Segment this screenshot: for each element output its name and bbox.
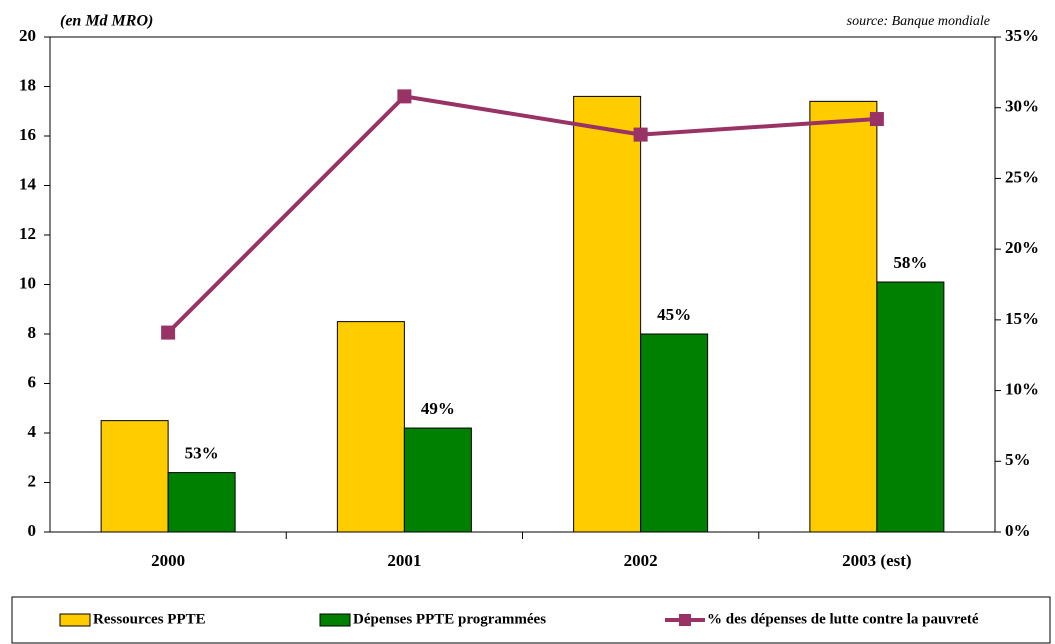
legend-box bbox=[11, 596, 1051, 644]
x-tick-label: 2001 bbox=[387, 551, 421, 570]
y-tick-label: 12 bbox=[19, 224, 36, 243]
y-tick-label: 4 bbox=[28, 422, 37, 441]
bar bbox=[100, 420, 169, 533]
y2-tick-label: 30% bbox=[1005, 97, 1039, 116]
legend-swatch bbox=[319, 613, 351, 627]
legend-marker bbox=[679, 614, 691, 626]
legend-label: Ressources PPTE bbox=[93, 611, 206, 627]
bar bbox=[809, 100, 878, 533]
bar bbox=[876, 281, 945, 533]
data-label: 53% bbox=[185, 444, 219, 463]
y-tick-label: 6 bbox=[28, 372, 37, 391]
line-marker bbox=[161, 325, 176, 340]
line-series bbox=[166, 94, 878, 335]
y-tick-label: 20 bbox=[19, 26, 36, 45]
y-tick-label: 10 bbox=[19, 273, 36, 292]
data-label: 49% bbox=[421, 399, 455, 418]
unit-note: (en Md MRO) bbox=[60, 13, 153, 30]
y2-tick-label: 10% bbox=[1005, 379, 1039, 398]
y2-tick-label: 25% bbox=[1005, 167, 1039, 186]
x-tick-label: 2000 bbox=[151, 551, 185, 570]
y-tick-label: 18 bbox=[19, 75, 36, 94]
legend-label: Dépenses PPTE programmées bbox=[353, 611, 546, 627]
bar bbox=[403, 427, 472, 533]
legend-swatch bbox=[59, 613, 91, 627]
line-marker bbox=[869, 112, 884, 127]
bar bbox=[573, 95, 642, 533]
y-tick-label: 14 bbox=[19, 174, 37, 193]
y2-tick-label: 15% bbox=[1005, 309, 1039, 328]
y-tick-label: 8 bbox=[28, 323, 37, 342]
x-tick-label: 2002 bbox=[624, 551, 658, 570]
y2-tick-label: 20% bbox=[1005, 238, 1039, 257]
source-note: source: Banque mondiale bbox=[847, 14, 990, 29]
y2-tick-label: 35% bbox=[1005, 26, 1039, 45]
y2-tick-label: 5% bbox=[1005, 450, 1031, 469]
data-label: 45% bbox=[657, 305, 691, 324]
bar bbox=[336, 321, 405, 533]
legend-label: % des dépenses de lutte contre la pauvre… bbox=[707, 611, 979, 627]
y-tick-label: 0 bbox=[28, 521, 37, 540]
y-tick-label: 2 bbox=[28, 471, 37, 490]
line-marker bbox=[633, 127, 648, 142]
line-marker bbox=[397, 89, 412, 104]
y2-tick-label: 0% bbox=[1005, 521, 1031, 540]
data-label: 58% bbox=[893, 253, 927, 272]
x-tick-label: 2003 (est) bbox=[842, 551, 911, 570]
bar bbox=[167, 472, 236, 533]
bar bbox=[640, 333, 709, 533]
y-tick-label: 16 bbox=[19, 125, 36, 144]
